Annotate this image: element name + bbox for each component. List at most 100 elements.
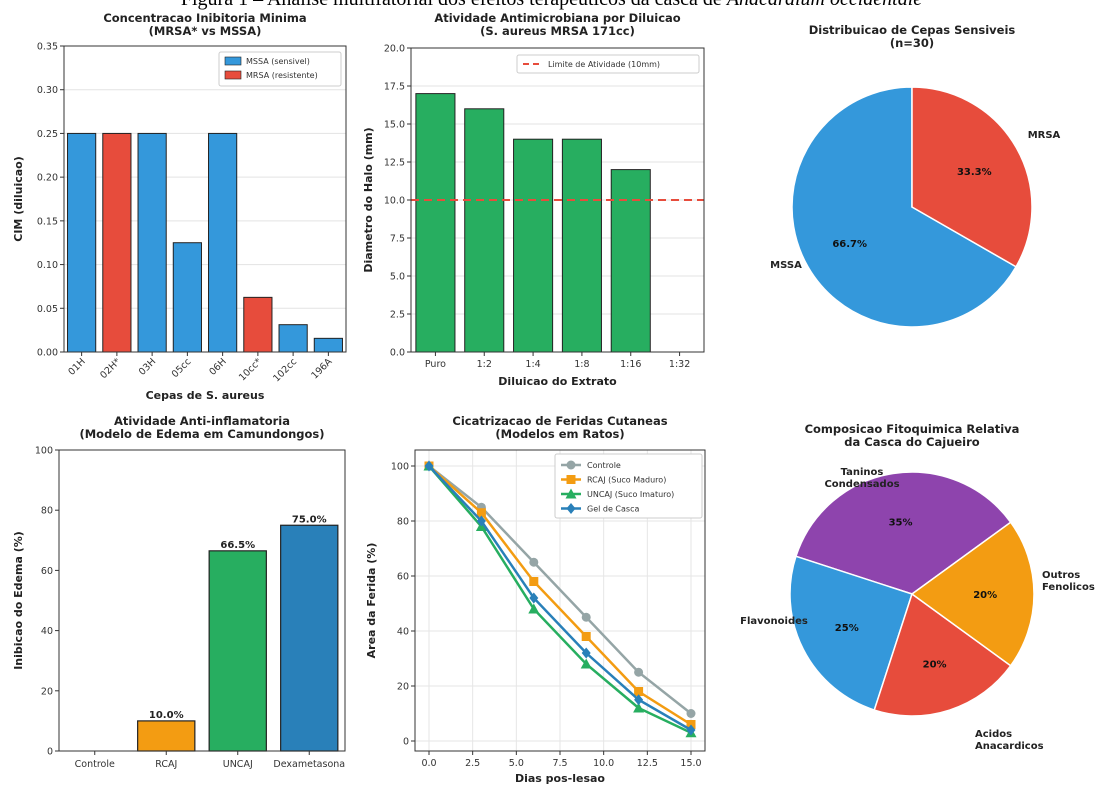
data-point [581, 632, 591, 641]
data-point [566, 460, 576, 470]
plot-frame [410, 47, 705, 353]
x-tick-label: 02H* [98, 356, 123, 381]
y-tick-label: 7.5 [390, 234, 405, 245]
y-tick-label: 0 [403, 737, 409, 748]
y-tick-label: 0.05 [37, 304, 58, 315]
y-tick-label: 100 [391, 462, 409, 473]
y-tick-label: 20.0 [384, 44, 405, 55]
x-tick-label: 12.5 [637, 758, 658, 769]
x-tick-label: UNCAJ [223, 759, 253, 770]
plot-frame [414, 449, 706, 752]
bar-data-label: 10.0% [149, 710, 184, 721]
x-tick-label: 01H [66, 356, 87, 377]
x-tick-label: 03H [137, 356, 158, 377]
slice-label: Anacardicos [975, 741, 1044, 752]
series-line [428, 465, 692, 726]
x-tick-label: 06H [207, 356, 228, 377]
bar-halo [561, 138, 602, 353]
x-tick-label: 5.0 [509, 758, 524, 769]
y-tick-label: 60 [41, 566, 53, 577]
chart-title: Distribuicao de Cepas Sensiveis [809, 23, 1016, 37]
x-tick-label: 1:16 [620, 359, 641, 370]
slice-label: Taninos [841, 467, 884, 478]
chart-pie-cepas: 66.7% MSSA 33.3% MRSA [770, 86, 1061, 328]
slice-percent: 33.3% [957, 167, 992, 178]
y-tick-label: 0.35 [37, 42, 58, 53]
bar-cim [278, 324, 308, 353]
x-tick-label: 102cc [271, 356, 299, 384]
pie-slice [789, 555, 913, 711]
y-tick-label: 0.15 [37, 216, 58, 227]
y-tick-label: 2.5 [390, 310, 405, 321]
data-point [566, 475, 576, 484]
slice-percent: 66.7% [832, 239, 867, 250]
y-tick-label: 0.10 [37, 260, 58, 271]
pie-slice [873, 592, 1012, 717]
slice-label: Outros [1042, 570, 1080, 581]
data-point [529, 557, 539, 567]
series-line [428, 465, 692, 734]
chart-title: Cicatrizacao de Feridas Cutaneas [452, 414, 667, 428]
bar-data-label: 66.5% [220, 540, 255, 551]
x-tick-label: 1:8 [574, 359, 589, 370]
y-axis-label: CIM (diluicao) [12, 156, 25, 242]
chart-title: (Modelos em Ratos) [495, 427, 624, 441]
x-tick-label: 0.0 [421, 758, 436, 769]
y-tick-label: 0.20 [37, 173, 58, 184]
chart-title: (S. aureus MRSA 171cc) [480, 24, 635, 38]
legend-swatch [224, 70, 242, 80]
data-point [686, 709, 696, 718]
y-tick-label: 5.0 [390, 272, 405, 283]
x-axis-label: Diluicao do Extrato [498, 375, 617, 388]
slice-percent: 35% [889, 518, 913, 529]
x-tick-label: 7.5 [552, 758, 567, 769]
y-tick-label: 0 [47, 747, 53, 758]
x-axis-label: Cepas de S. aureus [146, 389, 265, 402]
slice-percent: 20% [973, 590, 997, 601]
data-point [633, 702, 645, 713]
bar-cim [243, 296, 273, 353]
data-point [634, 687, 644, 696]
y-tick-label: 10.0 [384, 196, 405, 207]
legend-box [516, 54, 700, 74]
data-point [476, 515, 486, 527]
x-tick-label: 196A [309, 356, 335, 382]
data-point [528, 603, 540, 614]
data-point [476, 508, 486, 518]
x-tick-label: RCAJ [155, 759, 177, 770]
bar-halo [464, 108, 505, 353]
chart-title: da Casca do Cajueiro [844, 435, 979, 449]
y-axis-label: Area da Ferida (%) [365, 543, 378, 659]
data-point [424, 460, 434, 472]
data-point [686, 724, 696, 736]
x-tick-label: 10cc* [237, 356, 264, 383]
bar-cim [172, 242, 202, 353]
chart-title: Atividade Antimicrobiana por Diluicao [434, 11, 680, 25]
chart-title: Composicao Fitoquimica Relativa [805, 422, 1020, 436]
data-point [529, 592, 539, 604]
y-tick-label: 40 [397, 627, 409, 638]
y-tick-label: 0.25 [37, 129, 58, 140]
legend-label: MRSA (resistente) [246, 71, 318, 80]
series-line [428, 465, 692, 732]
legend-box [218, 51, 342, 87]
legend: Controle RCAJ (Suco Maduro) UNCAJ (Suco Im… [554, 453, 703, 519]
pie-slice [791, 86, 1018, 328]
legend-label: UNCAJ (Suco Imaturo) [587, 490, 674, 499]
plot-frame [63, 45, 347, 353]
bar-cim [67, 132, 97, 353]
bar-cim [102, 132, 132, 353]
legend-label: Controle [587, 461, 621, 470]
figure-title-text: Figura 1 – Análise multifatorial dos efe… [181, 0, 727, 10]
slice-label: MRSA [1028, 130, 1061, 141]
bar-cim [313, 337, 343, 353]
pie-slice [911, 86, 1033, 268]
y-tick-label: 20 [41, 686, 53, 697]
bar-halo [415, 93, 456, 353]
y-axis-label: Inibicao do Edema (%) [12, 531, 25, 670]
chart-title: (Modelo de Edema em Camundongos) [79, 427, 324, 441]
data-point [580, 658, 592, 669]
y-tick-label: 0.30 [37, 85, 58, 96]
